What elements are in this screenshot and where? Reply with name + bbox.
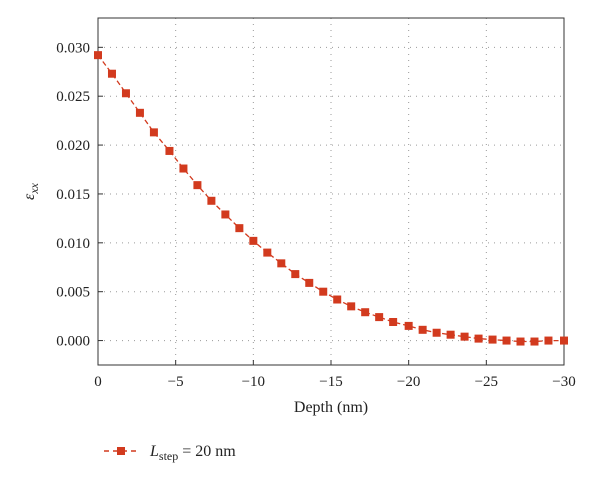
data-point <box>305 278 314 287</box>
data-point <box>263 248 272 257</box>
x-tick-label: 0 <box>94 374 102 390</box>
data-point <box>347 302 356 311</box>
series-line <box>97 54 564 343</box>
data-point <box>333 295 342 304</box>
data-point <box>221 210 230 219</box>
data-point <box>193 181 202 190</box>
x-tick-label: −5 <box>168 374 184 390</box>
y-axis-label: εxx <box>21 182 41 200</box>
data-point <box>516 337 525 346</box>
x-axis-label: Depth (nm) <box>294 399 368 416</box>
y-tick-label: 0.000 <box>56 334 90 350</box>
data-point <box>94 51 102 60</box>
data-point <box>319 287 328 296</box>
data-point <box>488 335 497 344</box>
data-point <box>179 164 188 173</box>
y-tick-label: 0.020 <box>56 138 90 154</box>
x-tick-label: −25 <box>475 374 498 390</box>
data-point <box>502 336 511 345</box>
x-tick-label: −15 <box>319 374 342 390</box>
legend-label: Lstep = 20 nm <box>149 443 236 463</box>
data-point <box>544 336 553 345</box>
x-tick-label: −30 <box>552 374 575 390</box>
y-tick-label: 0.030 <box>56 40 90 56</box>
y-axis-label-sub: xx <box>27 182 41 194</box>
data-point <box>149 128 158 137</box>
legend: Lstep = 20 nm <box>104 443 236 463</box>
grid <box>98 18 564 365</box>
legend-marker <box>117 447 125 455</box>
data-point <box>446 330 455 339</box>
data-point <box>474 334 483 343</box>
data-point <box>107 69 116 78</box>
data-point <box>249 236 258 245</box>
data-point <box>389 317 398 326</box>
data-point <box>418 325 427 334</box>
legend-label-main: L <box>149 443 159 460</box>
data-point <box>460 332 469 341</box>
data-point <box>277 259 286 268</box>
y-axis-label-main: ε <box>21 193 38 200</box>
ticks <box>97 46 565 365</box>
data-point <box>361 308 370 317</box>
x-tick-label: −20 <box>397 374 420 390</box>
data-point <box>432 328 441 337</box>
y-tick-label: 0.015 <box>56 187 90 203</box>
data-point <box>375 313 384 322</box>
tick-labels: 0 −5 −10 −15 −20 −25 −30 0.000 0.005 0.010 0.015 0.… <box>56 40 575 390</box>
series-layer <box>94 51 568 346</box>
data-point <box>207 196 216 205</box>
y-tick-label: 0.025 <box>56 89 90 105</box>
data-point <box>530 337 539 346</box>
y-tick-label: 0.005 <box>56 285 90 301</box>
data-point <box>165 146 174 155</box>
data-point <box>404 321 413 330</box>
data-point <box>291 270 300 279</box>
legend-label-sub: step <box>159 449 178 463</box>
data-point <box>121 89 130 98</box>
data-point <box>560 336 568 345</box>
x-tick-label: −10 <box>242 374 265 390</box>
data-point <box>235 224 244 233</box>
data-point <box>135 108 144 117</box>
y-tick-label: 0.010 <box>56 236 90 252</box>
legend-label-rest: = 20 nm <box>178 443 236 460</box>
